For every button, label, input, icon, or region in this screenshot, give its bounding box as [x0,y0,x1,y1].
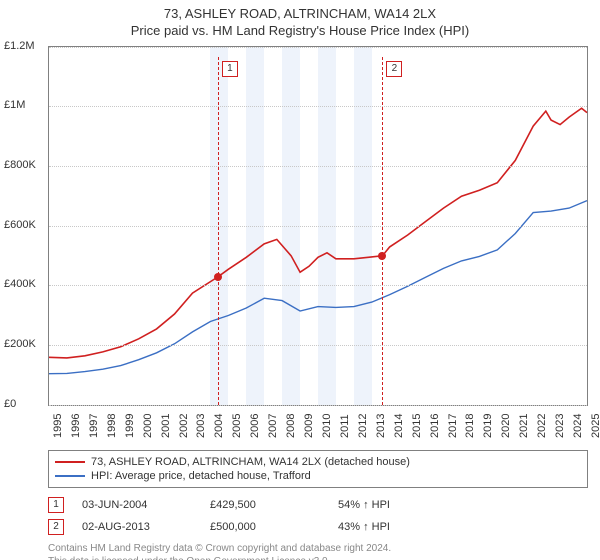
gridline [49,405,587,406]
x-tick-label: 2007 [267,413,279,437]
gridline [49,166,587,167]
x-tick-label: 2015 [411,413,423,437]
x-tick-label: 1998 [106,413,118,437]
sale-event-number: 1 [48,497,64,513]
gridline [49,345,587,346]
chart-title: 73, ASHLEY ROAD, ALTRINCHAM, WA14 2LX Pr… [0,0,600,40]
x-tick-label: 1999 [124,413,136,437]
x-tick-label: 2002 [178,413,190,437]
sale-event-row: 1 03-JUN-2004 £429,500 54% ↑ HPI [48,494,588,516]
sale-event-price: £500,000 [210,521,320,533]
sale-event-row: 2 02-AUG-2013 £500,000 43% ↑ HPI [48,516,588,538]
sale-event-hpi: 43% ↑ HPI [338,521,448,533]
legend-swatch [55,461,85,463]
x-tick-label: 2023 [554,413,566,437]
y-tick-label: £0 [4,398,16,410]
x-tick-label: 2011 [339,414,351,438]
y-tick-label: £800K [4,159,36,171]
x-tick-label: 2025 [590,413,600,437]
legend-label: HPI: Average price, detached house, Traf… [91,470,311,482]
x-tick-label: 2024 [572,413,584,437]
x-tick-label: 2009 [303,413,315,437]
x-tick-label: 2022 [536,413,548,437]
gridline [49,106,587,107]
x-tick-label: 2000 [142,413,154,437]
x-tick-label: 2004 [213,413,225,437]
gridline [49,285,587,286]
x-tick-label: 1996 [70,413,82,437]
x-tick-label: 2013 [375,413,387,437]
sale-marker-label: 2 [386,61,402,77]
x-tick-label: 2021 [518,413,530,437]
gridline [49,226,587,227]
x-tick-label: 1995 [52,413,64,437]
x-tick-label: 2008 [285,413,297,437]
x-tick-label: 2020 [500,413,512,437]
sale-marker-dot [378,252,386,260]
sale-marker-label: 1 [222,61,238,77]
legend-item: HPI: Average price, detached house, Traf… [55,469,581,483]
y-tick-label: £1.2M [4,40,35,52]
footer-attribution: Contains HM Land Registry data © Crown c… [48,542,588,560]
footer-line-2: This data is licensed under the Open Gov… [48,555,588,560]
sale-marker-line [382,57,383,405]
x-tick-label: 2003 [195,413,207,437]
series-line [49,108,587,358]
x-tick-label: 2006 [249,413,261,437]
y-tick-label: £400K [4,278,36,290]
x-tick-label: 2005 [231,413,243,437]
x-tick-label: 2018 [464,413,476,437]
sale-event-number: 2 [48,519,64,535]
sale-events: 1 03-JUN-2004 £429,500 54% ↑ HPI 2 02-AUG-201… [48,494,588,538]
subtitle-line: Price paid vs. HM Land Registry's House … [0,23,600,40]
plot-area: 12 [48,46,588,406]
legend-label: 73, ASHLEY ROAD, ALTRINCHAM, WA14 2LX (d… [91,456,410,468]
legend-item: 73, ASHLEY ROAD, ALTRINCHAM, WA14 2LX (d… [55,455,581,469]
x-tick-label: 1997 [88,413,100,437]
x-tick-label: 2016 [429,413,441,437]
sale-event-date: 02-AUG-2013 [82,521,192,533]
x-tick-label: 2012 [357,413,369,437]
sale-marker-dot [214,273,222,281]
gridline [49,47,587,48]
legend: 73, ASHLEY ROAD, ALTRINCHAM, WA14 2LX (d… [48,450,588,488]
legend-swatch [55,475,85,477]
x-tick-label: 2010 [321,413,333,437]
sale-event-hpi: 54% ↑ HPI [338,499,448,511]
x-tick-label: 2001 [160,413,172,437]
x-tick-label: 2014 [393,413,405,437]
sale-marker-line [218,57,219,405]
sale-event-date: 03-JUN-2004 [82,499,192,511]
x-tick-label: 2019 [482,413,494,437]
y-tick-label: £1M [4,99,25,111]
y-tick-label: £600K [4,219,36,231]
address-line: 73, ASHLEY ROAD, ALTRINCHAM, WA14 2LX [0,6,600,23]
footer-line-1: Contains HM Land Registry data © Crown c… [48,542,588,555]
y-tick-label: £200K [4,338,36,350]
x-tick-label: 2017 [447,413,459,437]
sale-event-price: £429,500 [210,499,320,511]
